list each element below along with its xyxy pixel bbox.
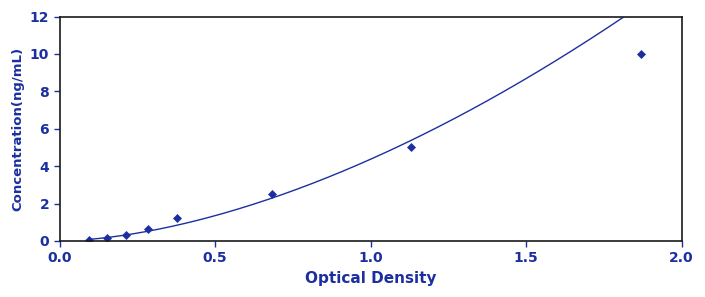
X-axis label: Optical Density: Optical Density (305, 271, 436, 286)
Y-axis label: Concentration(ng/mL): Concentration(ng/mL) (11, 47, 24, 211)
